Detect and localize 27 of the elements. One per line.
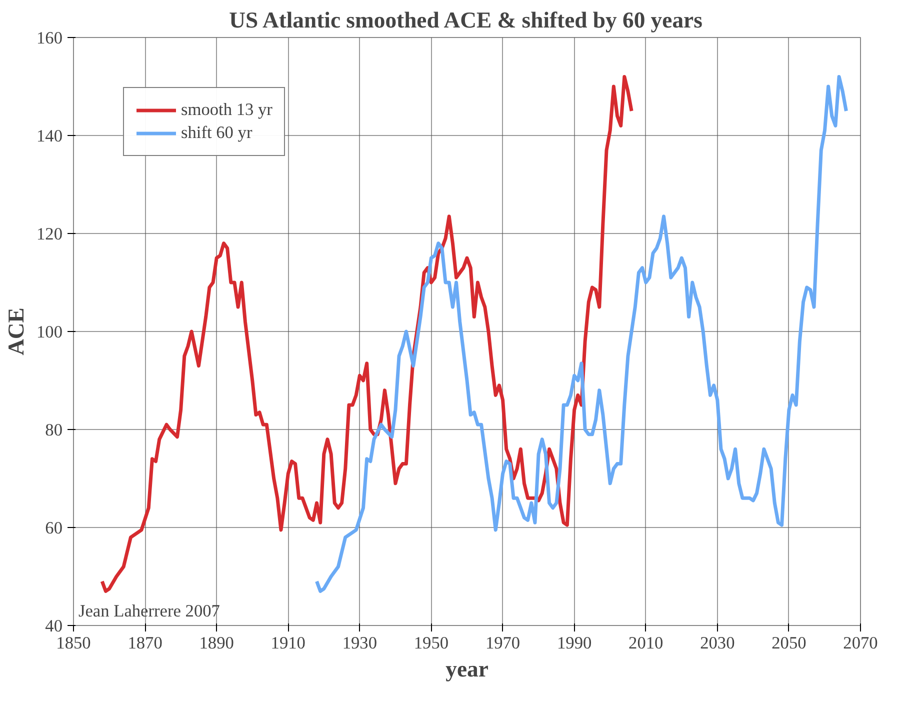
y-tick-label: 60 bbox=[45, 518, 62, 538]
annotation: Jean Laherrere 2007 bbox=[78, 602, 220, 620]
y-tick-label: 40 bbox=[45, 616, 62, 636]
chart-title: US Atlantic smoothed ACE & shifted by 60 years bbox=[229, 8, 703, 32]
x-tick-label: 1990 bbox=[556, 634, 592, 652]
x-tick-label: 2050 bbox=[772, 634, 806, 652]
x-tick-label: 1910 bbox=[270, 634, 306, 652]
y-tick-label: 80 bbox=[45, 420, 62, 440]
y-tick-label: 140 bbox=[36, 126, 63, 146]
x-tick-label: 2070 bbox=[843, 634, 878, 652]
x-tick-label: 2030 bbox=[700, 634, 735, 652]
y-tick-label: 100 bbox=[36, 322, 63, 342]
x-tick-label: 1850 bbox=[56, 634, 91, 652]
x-tick-label: 1890 bbox=[199, 634, 234, 652]
x-tick-label: 1930 bbox=[342, 634, 378, 652]
x-tick-label: 1950 bbox=[414, 634, 449, 652]
x-tick-label: 1970 bbox=[485, 634, 520, 652]
legend-label: smooth 13 yr bbox=[181, 100, 272, 120]
legend-label: shift 60 yr bbox=[181, 123, 252, 143]
line-series bbox=[100, 74, 634, 593]
y-axis-title: ACE bbox=[4, 308, 29, 356]
y-tick-label: 160 bbox=[36, 28, 63, 48]
y-tick-label: 120 bbox=[36, 224, 63, 244]
x-tick-label: 2010 bbox=[628, 634, 664, 652]
x-tick-label: 1870 bbox=[128, 634, 162, 652]
x-axis-title: year bbox=[446, 656, 488, 682]
line-series bbox=[315, 74, 848, 593]
